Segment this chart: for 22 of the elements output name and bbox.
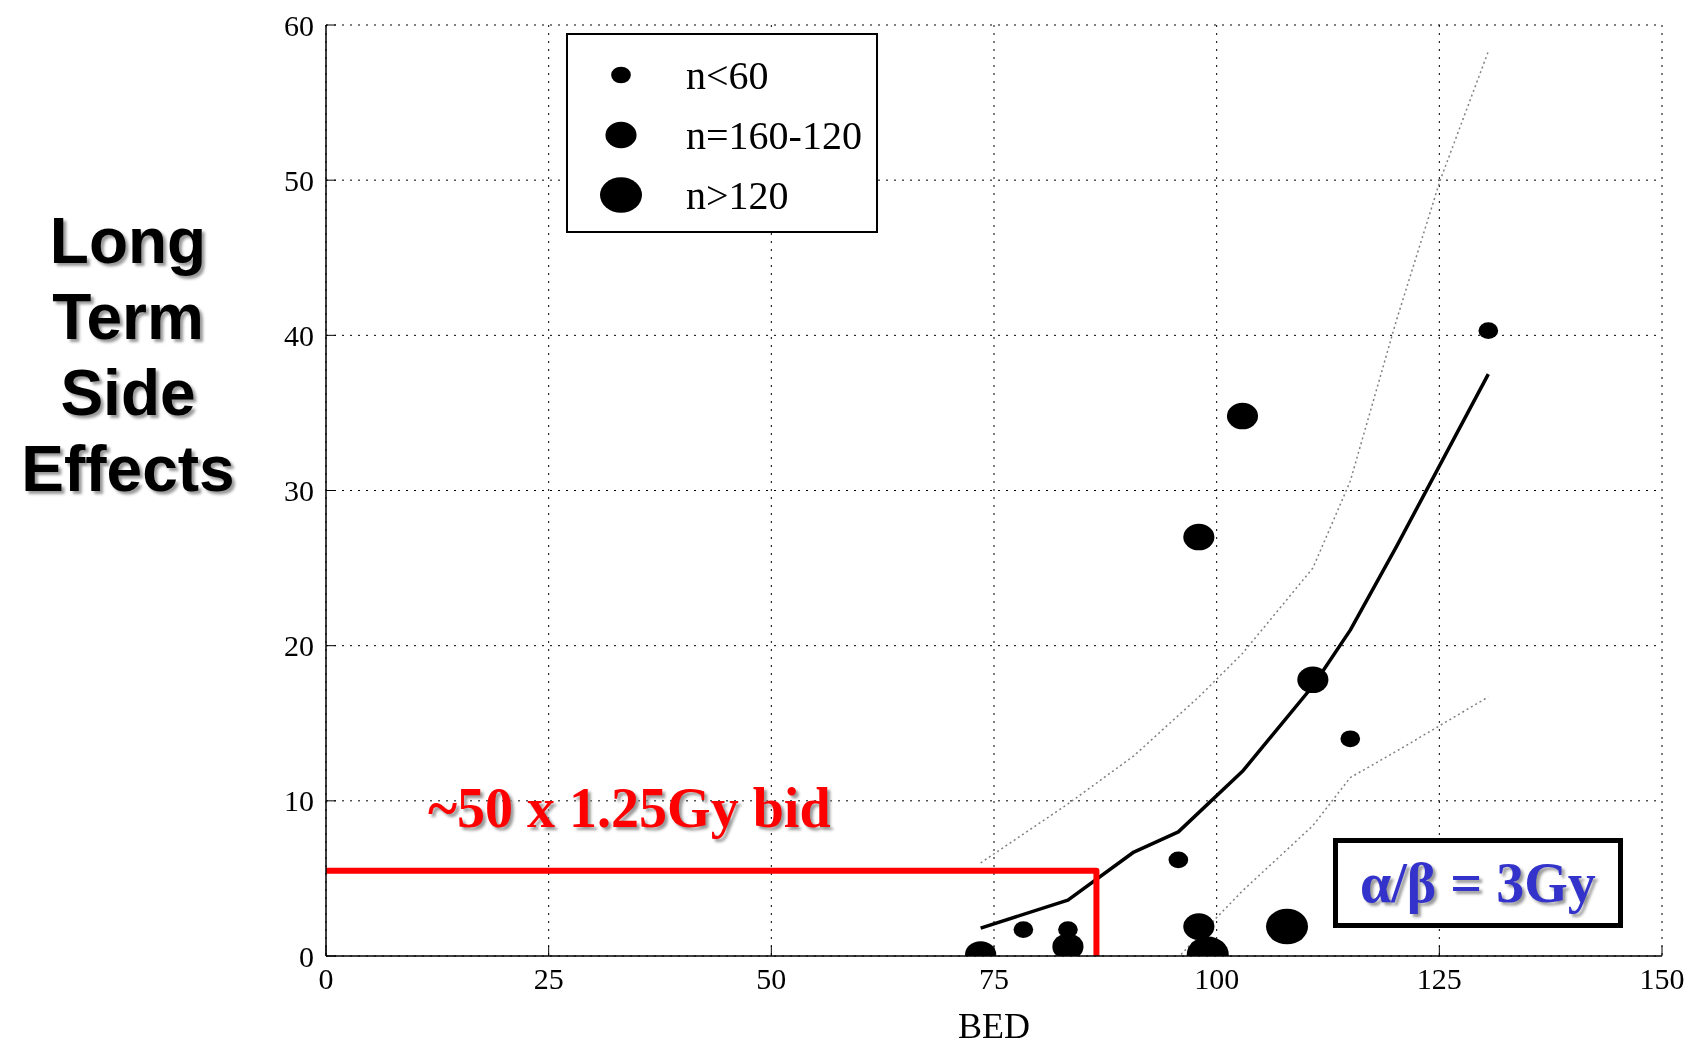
y-tick-label: 50: [284, 163, 314, 197]
y-tick-label: 10: [284, 784, 314, 818]
legend-label: n<60: [686, 51, 769, 99]
annotation: ~50 x 1.25Gy bid: [428, 776, 831, 840]
line-series: [1180, 696, 1490, 956]
legend-label: n=160-120: [686, 111, 862, 159]
annotation: α/β = 3Gy: [1333, 838, 1623, 928]
y-axis-title: Long Term Side Effects: [20, 204, 236, 507]
y-tick-label: 20: [284, 629, 314, 663]
legend-label: n>120: [686, 171, 789, 219]
y-tick-label: 40: [284, 318, 314, 352]
x-tick-label: 125: [1416, 962, 1462, 996]
x-axis-title: BED: [958, 1006, 1030, 1046]
y-tick-label: 60: [284, 8, 314, 42]
x-tick-label: 150: [1639, 962, 1685, 996]
x-tick-label: 75: [979, 962, 1009, 996]
x-tick-label: 100: [1194, 962, 1240, 996]
y-tick-label: 30: [284, 474, 314, 508]
x-tick-label: 25: [533, 962, 564, 996]
line-series: [979, 50, 1490, 864]
x-tick-label: 50: [756, 962, 787, 996]
y-tick-label: 0: [299, 939, 314, 973]
